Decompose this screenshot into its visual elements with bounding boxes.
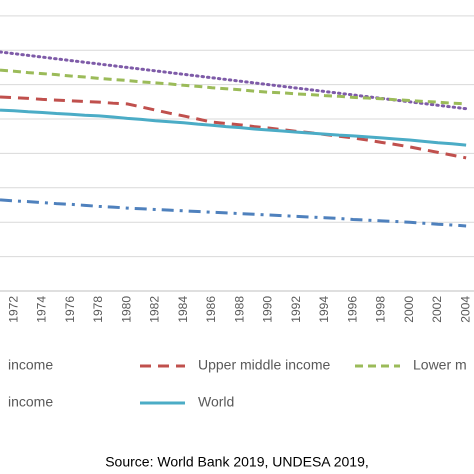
x-tick-label: 1990 — [261, 296, 275, 323]
legend-label: Upper middle income — [198, 357, 330, 373]
series-line — [0, 50, 468, 111]
legend-label: World — [198, 394, 234, 410]
x-tick-label: 1976 — [63, 296, 77, 323]
x-tick-label: 2002 — [430, 296, 444, 323]
series-line — [0, 108, 467, 147]
x-tick-label: 1978 — [91, 296, 105, 323]
x-tick-label: 1984 — [176, 296, 190, 323]
x-tick-label: 1986 — [204, 296, 218, 323]
legend-label: income — [8, 394, 53, 410]
x-tick-label: 1998 — [374, 296, 388, 323]
x-tick-label: 2000 — [402, 296, 416, 323]
x-tick-label: 1996 — [345, 296, 359, 323]
series-line — [0, 68, 467, 106]
x-tick-label: 1974 — [35, 296, 49, 323]
x-tick-label: 1982 — [148, 296, 162, 323]
legend-label: Lower m — [413, 357, 467, 373]
x-tick-label: 1980 — [119, 296, 133, 323]
x-tick-label: 1988 — [232, 296, 246, 323]
series-line — [0, 198, 467, 228]
series-line — [0, 95, 467, 160]
x-tick-label: 2004 — [458, 296, 472, 323]
x-tick-label: 1992 — [289, 296, 303, 323]
x-tick-label: 1972 — [6, 296, 20, 323]
x-tick-label: 1994 — [317, 296, 331, 323]
legend-label: income — [8, 357, 53, 373]
source-note: Source: World Bank 2019, UNDESA 2019, — [105, 454, 369, 470]
